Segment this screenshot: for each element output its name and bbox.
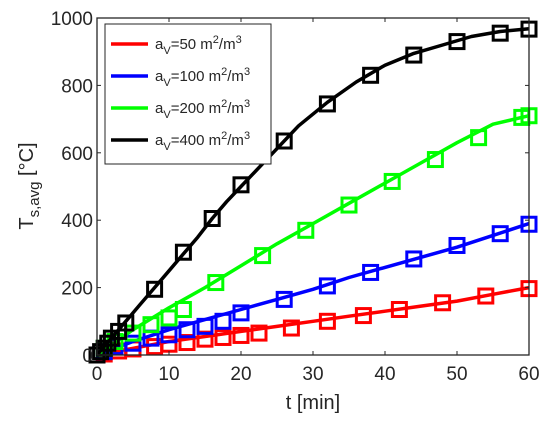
x-tick-label: 30 — [302, 364, 323, 385]
series-1-marker — [214, 328, 232, 346]
x-tick-label: 50 — [446, 364, 467, 385]
x-tick-label: 10 — [158, 364, 179, 385]
series-2-marker — [214, 312, 232, 330]
series-4-marker — [99, 334, 117, 352]
legend-label-3-legend-sub: V — [163, 109, 171, 121]
x-tick-label: 60 — [518, 364, 539, 385]
series-2-marker — [232, 304, 250, 322]
legend-label-1-legend-mid: /m — [219, 36, 236, 53]
series-1-marker — [434, 294, 452, 312]
series-4-marker — [174, 243, 192, 261]
series-4-line — [95, 27, 530, 357]
series-3-marker — [207, 274, 225, 292]
legend-label-3-legend-mid: /m — [227, 100, 244, 117]
legend-label-1-legend-rest: =50 m — [171, 36, 213, 53]
series-1-marker — [354, 307, 372, 325]
y-tick-label: 0 — [82, 346, 93, 367]
series-3-marker — [383, 172, 401, 190]
legend-label-2-legend-exp2: 3 — [244, 66, 250, 78]
legend-label-1: aV=50 m2/m3 — [155, 34, 242, 57]
legend-label-4-legend-exp2: 3 — [244, 130, 250, 142]
legend-label-2-legend-mid: /m — [227, 68, 244, 85]
x-tick-label: 0 — [92, 364, 103, 385]
series-2-marker — [448, 236, 466, 254]
svg-text:Ts,avg [°C]: Ts,avg [°C] — [16, 142, 43, 229]
series-3-marker — [470, 129, 488, 147]
series-4-marker — [203, 210, 221, 228]
series-4-marker — [362, 66, 380, 84]
legend-label-3: aV=200 m2/m3 — [155, 98, 250, 121]
legend-label-4-legend-rest: =400 m — [171, 132, 221, 149]
series-2-marker — [318, 277, 336, 295]
y-tick-label: 400 — [61, 211, 93, 232]
series-3-marker — [340, 196, 358, 214]
series-2-marker — [362, 263, 380, 281]
series-3-marker — [297, 221, 315, 239]
series-1-marker — [390, 301, 408, 319]
y-tick-label: 600 — [61, 144, 93, 165]
legend-label-4-legend-exp1: 2 — [221, 130, 227, 142]
x-tick-label: 40 — [374, 364, 395, 385]
legend-label-4-legend-mid: /m — [227, 132, 244, 149]
series-3-marker — [426, 151, 444, 169]
series-4-marker — [448, 33, 466, 51]
legend-label-4-legend-sub: V — [163, 141, 171, 153]
y-tick-label: 800 — [61, 76, 93, 97]
series-4-marker — [275, 132, 293, 150]
series-2-marker — [160, 326, 178, 344]
legend-label-3-legend-rest: =200 m — [171, 100, 221, 117]
x-axis-label: t [min] — [286, 392, 340, 414]
series-2-marker — [196, 317, 214, 335]
legend-label-4: aV=400 m2/m3 — [155, 130, 250, 153]
series-layer — [88, 20, 538, 364]
series-2-marker — [178, 321, 196, 339]
series-1-marker — [318, 312, 336, 330]
series-1-marker — [232, 326, 250, 344]
y-axis-label-unit: [°C] — [16, 142, 38, 181]
legend-label-3-legend-exp2: 3 — [244, 98, 250, 110]
legend-label-2-legend-sub: V — [163, 77, 171, 89]
legend-label-2: aV=100 m2/m3 — [155, 66, 250, 89]
series-2-marker — [491, 225, 509, 243]
legend-label-1-legend-exp1: 2 — [213, 34, 219, 46]
series-4-marker — [318, 95, 336, 113]
series-2-marker — [275, 290, 293, 308]
series-2-marker — [124, 334, 142, 352]
x-tick-label: 20 — [230, 364, 251, 385]
series-4-marker — [232, 176, 250, 194]
legend-label-3-legend-exp1: 2 — [221, 98, 227, 110]
series-4-marker — [491, 24, 509, 42]
series-2-marker — [405, 250, 423, 268]
series-1-marker — [250, 324, 268, 342]
legend-label-4-legend-main: a — [155, 132, 164, 149]
series-2-line — [96, 221, 530, 357]
legend-label-2-legend-rest: =100 m — [171, 68, 221, 85]
legend-label-1-legend-sub: V — [163, 45, 171, 57]
y-axis-label-sub: s,avg — [26, 182, 43, 218]
legend-label-1-legend-main: a — [155, 36, 164, 53]
legend-label-1-legend-exp2: 3 — [236, 34, 242, 46]
y-axis-label-main: T — [16, 217, 38, 229]
series-1-marker — [282, 319, 300, 337]
legend-label-2-legend-main: a — [155, 68, 164, 85]
y-tick-label: 200 — [61, 279, 93, 300]
series-4 — [88, 20, 538, 364]
legend-label-3-legend-main: a — [155, 100, 164, 117]
y-axis-label: Ts,avg [°C] — [16, 142, 43, 229]
series-3-marker — [174, 301, 192, 319]
legend-label-2-legend-exp1: 2 — [221, 66, 227, 78]
series-4-marker — [146, 280, 164, 298]
series-3-marker — [142, 316, 160, 334]
series-4-marker — [117, 314, 135, 332]
y-tick-label: 1000 — [51, 9, 93, 30]
series-1-marker — [477, 287, 495, 305]
series-3-marker — [254, 247, 272, 265]
series-4-marker — [405, 46, 423, 64]
